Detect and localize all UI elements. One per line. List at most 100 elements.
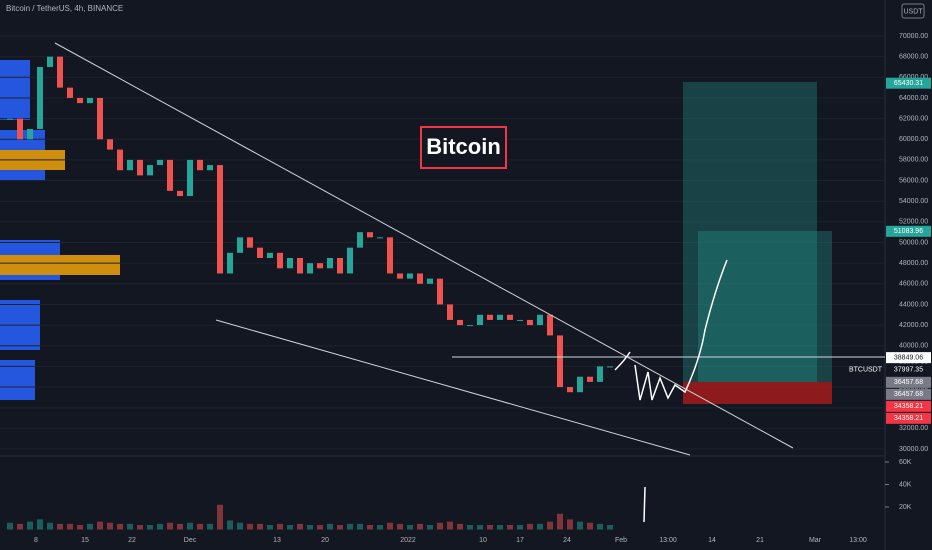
volume-bar bbox=[407, 525, 413, 530]
candle bbox=[387, 237, 393, 274]
y-tick-label: 70000.00 bbox=[899, 33, 928, 40]
candle bbox=[197, 159, 203, 171]
candle bbox=[177, 190, 183, 197]
candle bbox=[77, 97, 83, 104]
candle bbox=[167, 159, 173, 191]
profile-block bbox=[0, 60, 30, 120]
candle bbox=[67, 87, 73, 98]
target-zone bbox=[698, 231, 832, 382]
candle bbox=[317, 263, 323, 269]
volume-bar bbox=[107, 522, 113, 530]
volume-bar bbox=[517, 525, 523, 530]
volume-bar bbox=[557, 513, 563, 530]
x-tick-label: 14 bbox=[708, 537, 716, 544]
candle bbox=[477, 314, 483, 326]
candle bbox=[587, 376, 593, 382]
candle bbox=[237, 237, 243, 253]
volume-bar bbox=[227, 520, 233, 530]
volume-bar bbox=[307, 525, 313, 530]
volume-bar bbox=[367, 525, 373, 530]
volume-bar bbox=[137, 525, 143, 530]
candle bbox=[597, 366, 603, 382]
volume-bar bbox=[127, 523, 133, 530]
price-tag bbox=[886, 225, 931, 237]
volume-bar bbox=[87, 523, 93, 530]
volume-bar bbox=[47, 522, 53, 530]
x-tick-label: 2022 bbox=[400, 537, 416, 544]
volume-bar bbox=[387, 522, 393, 530]
price-tag bbox=[886, 77, 931, 89]
candle bbox=[247, 237, 253, 248]
volume-bar bbox=[357, 523, 363, 530]
x-tick-label: 22 bbox=[128, 537, 136, 544]
y-tick-label: 40000.00 bbox=[899, 343, 928, 350]
candle bbox=[207, 165, 213, 171]
candle bbox=[87, 97, 93, 104]
candle bbox=[357, 232, 363, 248]
volume-bar bbox=[507, 525, 513, 530]
x-tick-label: 15 bbox=[81, 537, 89, 544]
volume-bar bbox=[457, 523, 463, 530]
candle bbox=[57, 56, 63, 88]
candle bbox=[217, 165, 223, 274]
x-tick-label: 24 bbox=[563, 537, 571, 544]
stop-zone bbox=[683, 382, 832, 404]
candle bbox=[417, 273, 423, 284]
candle bbox=[297, 257, 303, 274]
y-tick-label: 44000.00 bbox=[899, 301, 928, 308]
candle bbox=[47, 56, 53, 67]
price-tag-label: 36457.68 bbox=[894, 379, 923, 386]
candle bbox=[117, 149, 123, 171]
candle bbox=[607, 366, 613, 368]
annotation-box bbox=[420, 126, 507, 169]
candle bbox=[257, 247, 263, 258]
candle bbox=[567, 387, 573, 393]
trend-line bbox=[54, 42, 794, 449]
volume-bar bbox=[437, 522, 443, 530]
y-tick-label: 42000.00 bbox=[899, 322, 928, 329]
volume-bar bbox=[147, 525, 153, 530]
volume-bar bbox=[587, 522, 593, 530]
candle bbox=[427, 278, 433, 284]
y-tick-label: 48000.00 bbox=[899, 260, 928, 267]
volume-bar bbox=[297, 523, 303, 530]
candle bbox=[547, 314, 553, 336]
candle bbox=[467, 325, 473, 327]
volume-bar bbox=[567, 519, 573, 530]
volume-bar bbox=[177, 523, 183, 530]
volume-bar bbox=[247, 523, 253, 530]
price-tag-label: 51083.96 bbox=[894, 228, 923, 235]
candle bbox=[377, 237, 383, 239]
volume-bar bbox=[467, 525, 473, 530]
candle bbox=[127, 159, 133, 171]
y-tick-label: 60000.00 bbox=[899, 136, 928, 143]
currency-box bbox=[901, 3, 925, 19]
symbol-header: Bitcoin / TetherUS, 4h, BINANCE bbox=[6, 4, 123, 13]
candle bbox=[487, 314, 493, 320]
volume-bar bbox=[197, 523, 203, 530]
annotation: Bitcoin bbox=[426, 134, 501, 159]
volume-bar bbox=[487, 525, 493, 530]
candle bbox=[157, 159, 163, 166]
y-tick-label: 30000.00 bbox=[899, 446, 928, 453]
candle bbox=[267, 252, 273, 258]
candle bbox=[27, 128, 33, 140]
price-tag bbox=[886, 376, 931, 388]
candle bbox=[187, 159, 193, 197]
drawings: Bitcoin bbox=[54, 42, 885, 523]
x-tick-label: 21 bbox=[756, 537, 764, 544]
volume-bar bbox=[77, 525, 83, 530]
symbol-tag: BTCUSDT bbox=[849, 366, 883, 373]
volume-bar bbox=[257, 523, 263, 530]
volume-bar bbox=[527, 523, 533, 530]
price-tag-label: 34358.21 bbox=[894, 415, 923, 422]
volume-bar bbox=[547, 521, 553, 530]
candle bbox=[437, 278, 443, 305]
volume-tick-label: 40K bbox=[899, 481, 912, 488]
scribble bbox=[643, 486, 646, 523]
price-tag-label: 38849.06 bbox=[894, 354, 923, 361]
candle bbox=[227, 252, 233, 274]
candle bbox=[137, 159, 143, 176]
volume-tick-label: 60K bbox=[899, 459, 912, 466]
